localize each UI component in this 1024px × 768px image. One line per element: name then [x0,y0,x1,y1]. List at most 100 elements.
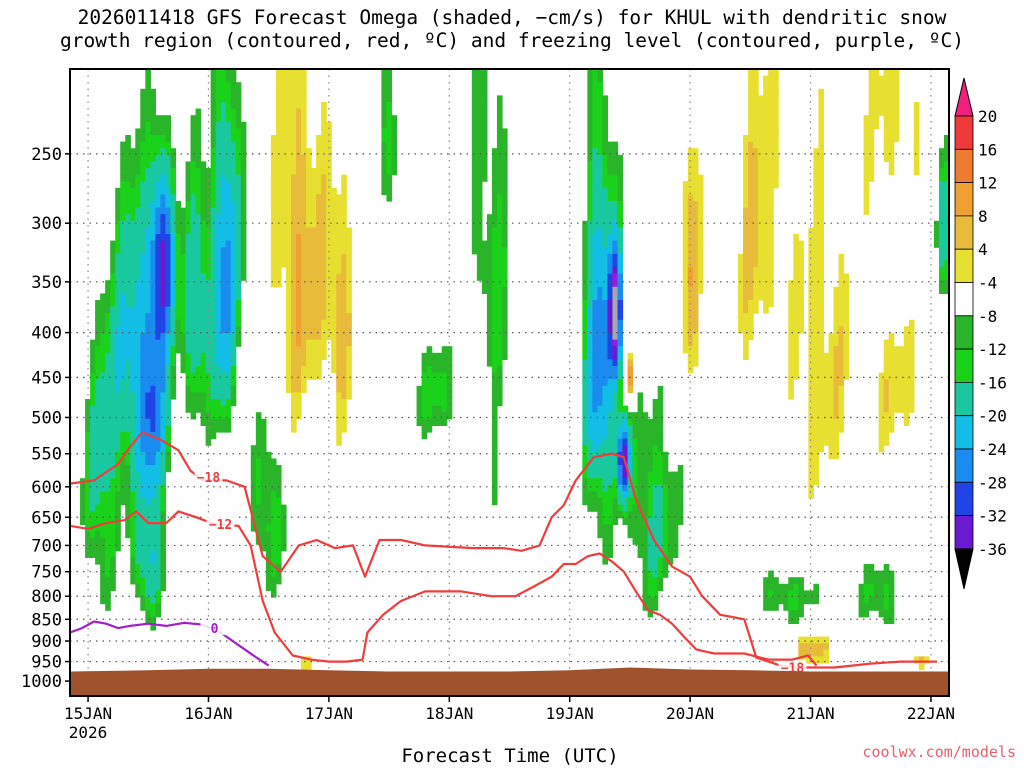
omega-cell [235,194,242,202]
omega-cell [220,207,227,215]
omega-cell [220,366,227,374]
omega-cell [115,504,121,512]
omega-cell [491,458,498,466]
omega-cell [612,491,619,499]
omega-cell [180,207,187,215]
omega-cell [491,174,498,182]
omega-cell [135,366,141,374]
omega-cell [773,148,779,156]
omega-cell [793,286,799,294]
omega-cell [155,280,162,288]
omega-cell [341,240,347,248]
omega-cell [773,577,779,585]
omega-cell [270,168,277,176]
omega-cell [818,207,825,215]
omega-cell [868,570,875,578]
omega-cell [818,201,825,209]
omega-cell [587,359,593,367]
omega-cell [150,148,156,156]
omega-cell [692,260,699,268]
x-tick-label: 15JAN [64,704,112,723]
omega-cell [813,168,819,176]
omega-cell [753,168,759,176]
omega-cell [155,187,162,195]
omega-cell [225,333,232,341]
omega-cell [843,372,850,380]
omega-cell [110,253,116,261]
omega-cell [602,346,609,354]
omega-cell [180,339,187,347]
omega-cell [587,319,593,327]
omega-cell [597,418,604,426]
omega-cell [160,260,167,268]
omega-cell [587,286,593,294]
omega-cell [758,280,764,288]
omega-cell [140,280,146,288]
omega-cell [150,313,156,321]
omega-cell [220,88,227,96]
omega-cell [155,524,162,532]
omega-cell [943,135,949,143]
omega-cell [285,339,292,347]
omega-cell [306,346,312,354]
omega-cell [170,194,177,202]
omega-cell [145,95,151,103]
colorbar-segment [954,415,974,450]
colorbar-segment [954,215,974,250]
omega-cell [341,333,347,341]
omega-cell [471,240,478,248]
omega-cell [220,220,227,228]
omega-cell [230,247,237,255]
omega-cell [90,445,96,453]
omega-cell [763,247,769,255]
omega-cell [135,161,141,169]
omega-cell [145,240,151,248]
omega-cell [617,339,624,347]
omega-cell [331,273,337,281]
omega-cell [311,313,317,321]
omega-cell [301,194,307,202]
omega-cell [587,240,593,248]
omega-cell [235,234,242,242]
omega-cell [818,168,825,176]
omega-cell [105,471,111,479]
omega-cell [657,451,664,459]
omega-cell [200,306,207,314]
omega-cell [763,577,769,585]
omega-cell [301,319,307,327]
omega-cell [818,656,825,664]
omega-cell [235,267,242,275]
omega-cell [798,603,804,611]
omega-cell [491,313,498,321]
omega-cell [783,603,789,611]
omega-cell [833,418,840,426]
omega-cell [743,293,749,301]
omega-cell [738,260,744,268]
omega-cell [135,577,141,585]
omega-cell [773,82,779,90]
omega-cell [311,326,317,334]
omega-cell [195,399,202,407]
omega-cell [296,412,302,420]
omega-cell [160,385,167,393]
omega-cell [692,168,699,176]
omega-cell [341,319,347,327]
omega-cell [145,313,151,321]
omega-cell [938,253,945,261]
omega-cell [431,412,438,420]
omega-cell [386,141,393,149]
omega-cell [200,260,207,268]
omega-cell [336,432,342,440]
omega-cell [607,168,614,176]
omega-cell [100,352,106,360]
omega-cell [587,366,593,374]
omega-cell [291,392,297,400]
omega-cell [200,319,207,327]
omega-cell [818,102,825,110]
omega-cell [692,306,699,314]
omega-cell [908,392,915,400]
omega-cell [220,392,227,400]
omega-cell [763,148,769,156]
omega-cell [130,174,136,182]
omega-cell [893,346,900,354]
